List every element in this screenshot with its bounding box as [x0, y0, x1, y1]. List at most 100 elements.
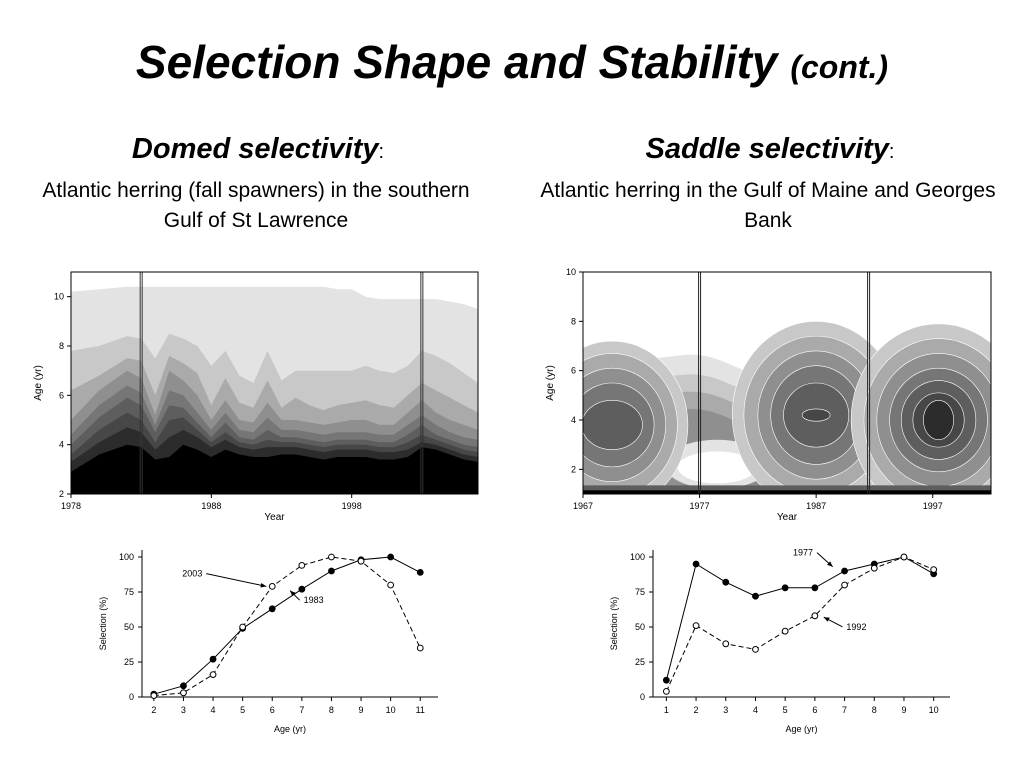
saddle-selection-point-1977 — [662, 676, 670, 684]
domed-selection-xtick-label: 6 — [270, 705, 275, 715]
saddle-selection-point-1992 — [692, 622, 700, 629]
domed-selection-point-1983 — [387, 553, 395, 561]
saddle-selection-xtick-label: 9 — [901, 705, 906, 715]
domed-selection-point-2003 — [150, 692, 158, 699]
right-heading: Saddle selectivity: — [540, 132, 1000, 169]
saddle-selection-point-1977 — [811, 584, 819, 592]
saddle-selection-point-1992 — [930, 566, 938, 573]
domed-xtick-label: 1988 — [201, 501, 221, 511]
domed-selection-xtick-label: 7 — [299, 705, 304, 715]
slide-title: Selection Shape and Stability (cont.) — [0, 34, 1024, 95]
domed-plot-area — [71, 272, 478, 494]
saddle-selection-point-1992 — [811, 612, 819, 620]
saddle-selection-point-1992 — [722, 640, 730, 648]
saddle-xlabel: Year — [777, 512, 798, 523]
saddle-selection-point-1992 — [781, 627, 789, 635]
saddle-ytick-label: 6 — [571, 366, 576, 376]
domed-selection-xtick-label: 2 — [151, 705, 156, 715]
saddle-contour-blob — [923, 399, 954, 441]
saddle-selection-ytick-label: 25 — [635, 657, 645, 667]
domed-ytick-label: 4 — [59, 440, 64, 450]
saddle-plot-frame — [582, 271, 992, 495]
domed-selection-xtick-label: 4 — [211, 705, 216, 715]
saddle-contour-blob — [583, 399, 643, 450]
saddle-ytick-label: 2 — [571, 464, 576, 474]
domed-selection-series-line-1983 — [153, 556, 421, 695]
domed-contour-band — [71, 454, 478, 494]
saddle-selection-ylabel: Selection (%) — [609, 597, 619, 651]
domed-selection-point-1983 — [268, 605, 276, 613]
domed-selection-point-2003 — [180, 689, 187, 697]
domed-selection-point-2003 — [387, 581, 395, 589]
saddle-selection-point-1992 — [870, 564, 878, 572]
saddle-selection-series-line-1977 — [665, 556, 934, 681]
saddle-selection-ytick-label: 0 — [640, 692, 645, 702]
saddle-contour-band — [583, 485, 991, 494]
saddle-selection-xtick-label: 6 — [812, 705, 817, 715]
domed-ytick-label: 6 — [59, 390, 64, 400]
domed-selection-ylabel: Selection (%) — [98, 597, 108, 651]
domed-selection-xtick-label: 3 — [181, 705, 186, 715]
domed-xlabel: Year — [264, 512, 285, 523]
domed-selection-ytick-label: 100 — [119, 552, 134, 562]
left-heading: Domed selectivity: — [28, 132, 488, 169]
right-heading-colon: : — [888, 141, 895, 163]
saddle-selection-xtick-label: 7 — [842, 705, 847, 715]
domed-plot-frame — [70, 271, 479, 495]
saddle-contour-band — [583, 490, 991, 494]
domed-selection-point-1983 — [298, 585, 306, 593]
saddle-ytick-label: 4 — [571, 415, 576, 425]
slide-title-main: Selection Shape and Stability — [135, 36, 778, 88]
domed-selection-point-2003 — [328, 553, 335, 561]
domed-ylabel: Age (yr) — [33, 365, 44, 401]
domed-selection-xtick-label: 11 — [416, 705, 425, 715]
saddle-xtick-label: 1977 — [690, 501, 710, 511]
domed-xtick-label: 1998 — [342, 501, 362, 511]
domed-ytick-label: 8 — [59, 341, 64, 351]
domed-selection-ytick-label: 50 — [124, 622, 134, 632]
domed-ytick-label: 2 — [59, 489, 64, 499]
domed-ytick-label: 10 — [54, 292, 64, 302]
saddle-selection-annotation-arrowhead — [823, 617, 830, 622]
saddle-selection-xlabel: Age (yr) — [785, 724, 817, 734]
domed-selection-xtick-label: 5 — [240, 705, 245, 715]
saddle-selection-series-line-1992 — [665, 556, 934, 692]
saddle-selection-xtick-label: 5 — [783, 705, 788, 715]
saddle-selection-xtick-label: 3 — [723, 705, 728, 715]
saddle-ytick-label: 8 — [571, 316, 576, 326]
saddle-selection-point-1977 — [692, 560, 700, 568]
left-heading-text: Domed selectivity — [131, 133, 379, 165]
domed-selection-point-2003 — [298, 562, 306, 569]
domed-selection-xlabel: Age (yr) — [274, 724, 306, 734]
saddle-ytick-label: 10 — [566, 267, 576, 277]
saddle-selection-point-1977 — [722, 578, 730, 586]
domed-selection-xtick-label: 8 — [329, 705, 334, 715]
domed-selection-point-2003 — [416, 644, 424, 652]
domed-selection-series-line-2003 — [153, 556, 421, 697]
domed-selection-point-1983 — [209, 655, 217, 663]
domed-selection-xtick-label: 10 — [386, 705, 396, 715]
left-heading-colon: : — [378, 141, 385, 163]
domed-selection-point-2003 — [357, 557, 365, 565]
left-description: Atlantic herring (fall spawners) in the … — [42, 179, 470, 232]
domed-selection-annotation-label: 1983 — [304, 595, 324, 605]
saddle-selection-point-1992 — [662, 688, 670, 695]
domed-selection-point-1983 — [416, 569, 424, 576]
saddle-plot-area — [583, 272, 991, 494]
saddle-ylabel: Age (yr) — [545, 365, 556, 401]
right-description: Atlantic herring in the Gulf of Maine an… — [540, 179, 996, 232]
saddle-selection-ytick-label: 100 — [630, 552, 645, 562]
domed-selection-annotation-arrow — [206, 573, 267, 587]
saddle-xtick-label: 1967 — [573, 501, 593, 511]
saddle-selection-point-1977 — [752, 592, 759, 600]
domed-selection-annotation-arrowhead — [290, 590, 296, 597]
domed-selection-point-1983 — [180, 682, 187, 690]
domed-selection-ytick-label: 25 — [124, 657, 134, 667]
saddle-selection-annotation-label: 1977 — [793, 548, 813, 558]
saddle-selection-ytick-label: 50 — [635, 622, 645, 632]
saddle-selection-xtick-label: 8 — [872, 705, 877, 715]
domed-selection-point-2003 — [209, 671, 217, 678]
saddle-xtick-label: 1997 — [923, 501, 943, 511]
domed-selection-annotation-label: 2003 — [182, 569, 202, 579]
